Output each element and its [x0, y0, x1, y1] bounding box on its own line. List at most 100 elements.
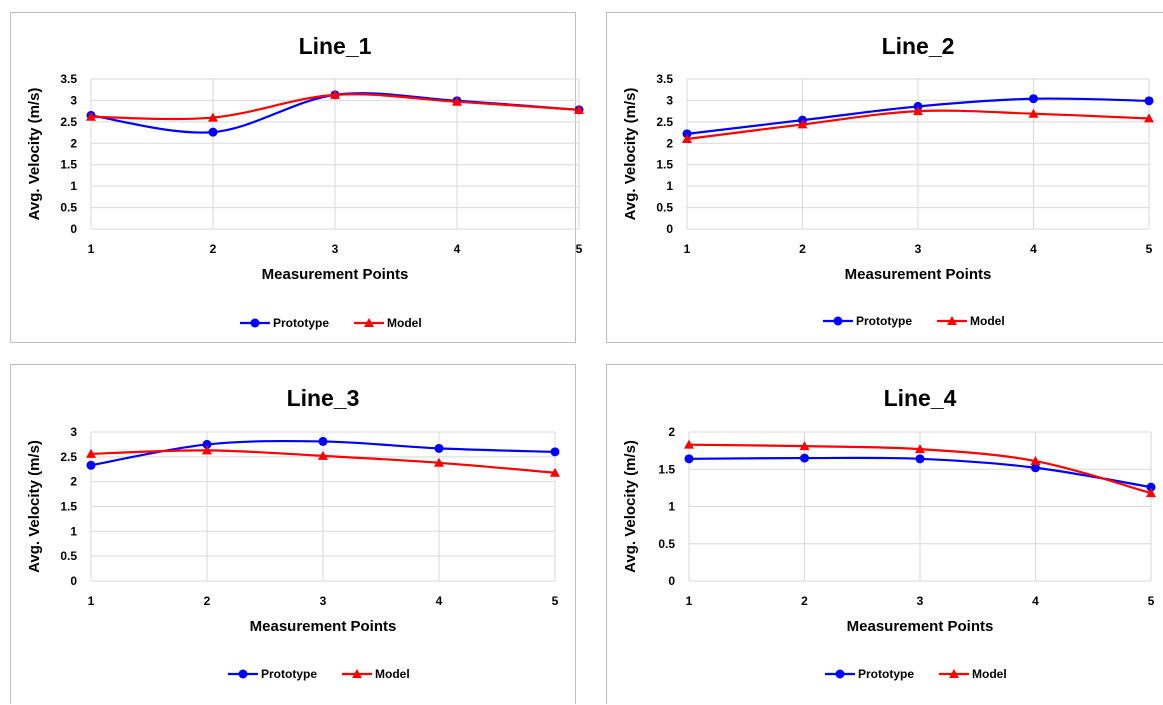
chart-title: Line_3	[287, 385, 360, 411]
y-tick-label: 2	[666, 136, 673, 150]
y-tick-label: 1	[668, 500, 675, 514]
legend-marker-model	[947, 316, 957, 325]
legend-marker-prototype	[835, 669, 845, 679]
y-tick-label: 2	[70, 136, 77, 150]
chart-panel-line-1: Line_1 0 0.5 1 1.5 2 2.5 3 3.5 1 2 3 4 5 Measurement P…	[10, 12, 584, 343]
x-tick-label: 3	[332, 242, 339, 256]
chart-title: Line_1	[299, 33, 372, 59]
data-point-prototype	[1029, 94, 1038, 104]
y-tick-label: 0	[668, 574, 675, 588]
legend-marker-prototype	[250, 318, 260, 328]
x-tick-label: 5	[1148, 594, 1155, 608]
legend-label-prototype: Prototype	[261, 667, 317, 681]
data-point-prototype	[915, 454, 925, 464]
chart-svg-line-1: Line_1 0 0.5 1 1.5 2 2.5 3 3.5 1 2 3 4 5 Measurement P…	[26, 33, 584, 330]
chart-title: Line_4	[884, 385, 957, 411]
y-tick-label: 0	[70, 574, 77, 588]
data-point-prototype	[800, 453, 809, 463]
data-point-model	[318, 450, 328, 460]
x-tick-label: 4	[1030, 242, 1037, 256]
data-point-model	[86, 111, 96, 121]
x-tick-label: 1	[88, 242, 95, 256]
data-point-prototype	[434, 443, 444, 453]
y-tick-label: 3.5	[60, 72, 77, 86]
y-tick-label: 3	[666, 93, 673, 107]
data-point-prototype	[202, 439, 212, 449]
data-point-model	[913, 106, 923, 116]
x-tick-label: 2	[210, 242, 217, 256]
x-tick-label: 5	[576, 242, 583, 256]
data-point-model	[550, 467, 560, 477]
data-point-prototype	[1144, 96, 1154, 106]
data-point-model	[682, 134, 692, 143]
legend-label-model: Model	[387, 316, 422, 330]
y-tick-label: 0.5	[656, 201, 673, 215]
y-tick-label: 0	[666, 222, 673, 236]
data-point-model	[208, 112, 218, 122]
legend-label-model: Model	[970, 314, 1005, 328]
y-tick-label: 2.5	[60, 115, 77, 129]
legend-marker-model	[949, 669, 959, 678]
legend-label-prototype: Prototype	[858, 667, 914, 681]
data-point-model	[915, 444, 925, 454]
x-tick-label: 3	[320, 594, 327, 608]
y-axis-label: Avg. Velocity (m/s)	[26, 88, 43, 221]
x-tick-label: 2	[801, 594, 808, 608]
data-point-model	[799, 441, 810, 451]
chart-svg-line-4: Line_4 0 0.5 1 1.5 2 1 2 3 4 5 Measurement Points Av…	[622, 385, 1156, 681]
data-point-model	[434, 457, 444, 467]
data-point-model	[797, 119, 808, 129]
chart-svg-line-3: Line_3 0 0.5 1 1.5 2 2.5 3 1 2 3 4 5 Measurement Poin…	[26, 385, 560, 681]
y-tick-label: 3.5	[656, 72, 673, 86]
chart-title: Line_2	[882, 33, 955, 59]
x-axis-label: Measurement Points	[847, 618, 994, 635]
data-point-model	[202, 445, 212, 455]
x-tick-label: 2	[799, 242, 806, 256]
y-tick-label: 1.5	[658, 462, 675, 476]
y-tick-label: 2.5	[656, 115, 673, 129]
y-tick-label: 1	[70, 524, 77, 538]
y-axis-label: Avg. Velocity (m/s)	[26, 440, 43, 573]
legend-marker-prototype	[833, 316, 843, 326]
legend-marker-model	[352, 669, 362, 678]
y-tick-label: 1.5	[60, 500, 77, 514]
x-axis-label: Measurement Points	[250, 618, 397, 635]
x-tick-label: 1	[686, 594, 693, 608]
data-point-model	[452, 96, 462, 106]
y-tick-label: 3	[70, 425, 77, 439]
x-tick-label: 2	[204, 594, 211, 608]
x-tick-label: 4	[1032, 594, 1039, 608]
y-axis-label: Avg. Velocity (m/s)	[622, 88, 639, 221]
y-tick-label: 1.5	[60, 158, 77, 172]
y-tick-label: 0.5	[60, 549, 77, 563]
data-point-prototype	[1031, 463, 1040, 473]
x-axis-label: Measurement Points	[845, 266, 992, 283]
data-point-model	[1030, 456, 1041, 466]
y-axis-label: Avg. Velocity (m/s)	[622, 440, 639, 573]
chart-svg-line-2: Line_2 0 0.5 1 1.5 2 2.5 3 3.5 1 2 3 4 5 Measurement P…	[622, 33, 1154, 328]
x-tick-label: 3	[917, 594, 924, 608]
chart-panel-line-4: Line_4 0 0.5 1 1.5 2 1 2 3 4 5 Measurement Points Av…	[606, 364, 1163, 704]
legend-marker-prototype	[238, 669, 248, 679]
data-point-prototype	[86, 460, 96, 470]
y-tick-label: 3	[70, 93, 77, 107]
y-tick-label: 0	[70, 222, 77, 236]
x-tick-label: 1	[684, 242, 691, 256]
x-tick-label: 4	[454, 242, 461, 256]
data-point-prototype	[208, 127, 218, 137]
y-tick-label: 1	[666, 179, 673, 193]
data-point-model	[684, 439, 694, 449]
legend-label-model: Model	[972, 667, 1007, 681]
x-tick-label: 4	[436, 594, 443, 608]
legend-label-prototype: Prototype	[856, 314, 912, 328]
x-tick-label: 3	[915, 242, 922, 256]
data-point-model	[1146, 488, 1156, 498]
data-point-model	[330, 89, 340, 99]
data-point-model	[574, 104, 584, 114]
y-tick-label: 2	[70, 475, 77, 489]
chart-panel-line-3: Line_3 0 0.5 1 1.5 2 2.5 3 1 2 3 4 5 Measurement Poin…	[10, 364, 576, 704]
data-point-prototype	[550, 447, 560, 457]
x-tick-label: 5	[1146, 242, 1153, 256]
data-point-prototype	[682, 129, 692, 139]
y-tick-label: 2	[668, 425, 675, 439]
